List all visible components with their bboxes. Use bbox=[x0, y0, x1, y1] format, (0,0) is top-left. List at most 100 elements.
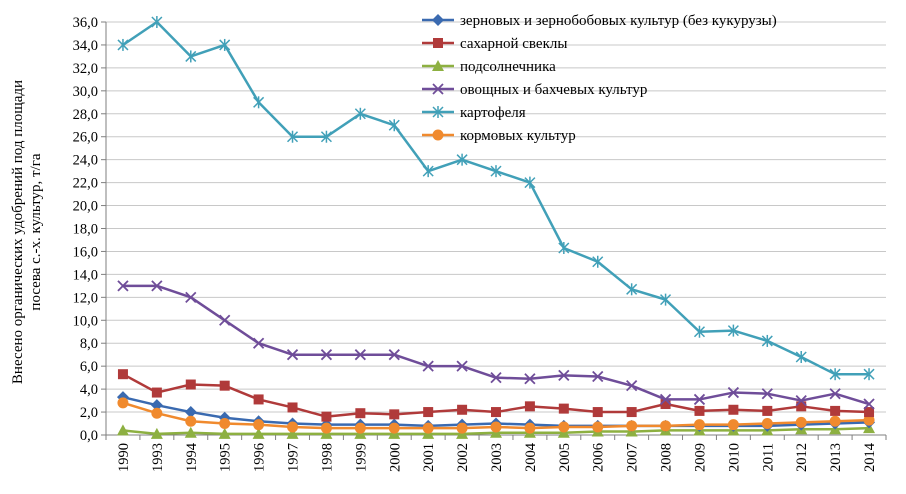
y-axis: 0,0 2,0 4,0 6,0 8,0 10,0 12,0 14,0 16,0 18,0 20,0 2… bbox=[73, 15, 107, 444]
data-point bbox=[287, 421, 299, 433]
x-tick-label: 1994 bbox=[184, 442, 200, 472]
legend-item-1: сахарной свеклы bbox=[422, 36, 567, 52]
y-tick-label: 30,0 bbox=[73, 84, 98, 100]
x-tick-label: 1999 bbox=[353, 443, 369, 472]
data-point bbox=[388, 422, 400, 434]
series-line bbox=[122, 284, 870, 406]
y-tick-label: 24,0 bbox=[73, 153, 98, 169]
data-point bbox=[151, 407, 163, 419]
data-point bbox=[117, 280, 129, 292]
data-point bbox=[253, 394, 264, 405]
data-point bbox=[286, 349, 299, 361]
data-point bbox=[727, 386, 740, 399]
data-point bbox=[524, 176, 536, 189]
data-point bbox=[626, 407, 637, 418]
data-point bbox=[151, 16, 163, 28]
data-point bbox=[795, 350, 807, 363]
series-1 bbox=[117, 369, 875, 422]
x-tick-label: 2014 bbox=[862, 442, 878, 472]
data-point bbox=[320, 349, 333, 361]
data-point bbox=[286, 427, 299, 439]
data-point bbox=[388, 119, 400, 132]
series-4 bbox=[117, 16, 875, 381]
legend-marker bbox=[432, 14, 444, 26]
data-point bbox=[558, 403, 569, 414]
data-point bbox=[727, 324, 739, 337]
data-point bbox=[558, 421, 570, 433]
x-tick-label: 1993 bbox=[150, 443, 166, 472]
legend-label: картофеля bbox=[460, 105, 526, 121]
y-tick-label: 32,0 bbox=[73, 61, 98, 77]
x-tick-label: 2007 bbox=[625, 443, 641, 472]
marker-stroke bbox=[592, 370, 604, 383]
legend-marker bbox=[432, 129, 444, 141]
marker-stroke bbox=[524, 373, 536, 385]
legend-label: кормовых культур bbox=[460, 128, 576, 144]
marker-stroke bbox=[151, 280, 163, 292]
data-point bbox=[151, 280, 163, 292]
data-point bbox=[185, 50, 197, 63]
data-point bbox=[864, 407, 875, 418]
x-tick-label: 2009 bbox=[692, 443, 708, 472]
data-point bbox=[219, 418, 231, 430]
data-point bbox=[829, 415, 841, 427]
data-point bbox=[151, 387, 162, 398]
data-point bbox=[253, 96, 265, 109]
data-point bbox=[320, 422, 332, 434]
data-point bbox=[795, 416, 807, 428]
marker-stroke bbox=[490, 372, 502, 384]
y-tick-label: 8,0 bbox=[80, 336, 98, 352]
x-tick-label: 2013 bbox=[828, 443, 844, 472]
x-tick-label: 2012 bbox=[794, 443, 810, 472]
series-group bbox=[116, 16, 876, 439]
gridlines bbox=[106, 21, 886, 436]
data-point bbox=[761, 388, 773, 400]
marker-stroke bbox=[626, 380, 638, 392]
marker-stroke bbox=[761, 388, 773, 400]
marker-stroke bbox=[117, 280, 129, 292]
data-point bbox=[830, 405, 841, 416]
data-point bbox=[863, 368, 875, 381]
y-tick-label: 20,0 bbox=[73, 199, 98, 215]
x-tick-label: 1990 bbox=[116, 443, 132, 472]
x-tick-label: 2004 bbox=[523, 442, 539, 472]
y-axis-label-line-1: Внесено органических удобрений под площа… bbox=[10, 80, 26, 384]
data-point bbox=[626, 283, 638, 296]
y-tick-label: 2,0 bbox=[80, 405, 98, 421]
data-point bbox=[388, 349, 400, 361]
data-point bbox=[354, 422, 366, 434]
x-tick-label: 2001 bbox=[421, 443, 437, 472]
data-point bbox=[524, 401, 535, 412]
marker-stroke bbox=[219, 314, 231, 326]
legend-label: овощных и бахчевых культур bbox=[460, 82, 647, 98]
data-point bbox=[660, 420, 672, 432]
data-point bbox=[117, 369, 128, 380]
marker-stroke bbox=[252, 337, 265, 349]
x-axis: 1990 1993 1994 1995 1996 1997 1998 1999 2000 2001… bbox=[105, 434, 887, 472]
marker-stroke bbox=[795, 394, 807, 407]
data-point bbox=[829, 388, 841, 400]
data-point bbox=[184, 426, 197, 438]
data-point bbox=[558, 369, 570, 381]
data-point bbox=[660, 399, 671, 410]
data-point bbox=[795, 394, 807, 407]
x-tick-label: 2000 bbox=[387, 443, 403, 472]
data-point bbox=[456, 153, 468, 166]
legend-item-0: зерновых и зернобобовых культур (без кук… bbox=[422, 13, 777, 29]
data-point bbox=[626, 420, 638, 432]
data-point bbox=[185, 415, 197, 427]
x-tick-label: 1998 bbox=[319, 443, 335, 472]
legend-label: сахарной свеклы bbox=[460, 36, 567, 52]
x-tick-label: 1997 bbox=[286, 443, 302, 472]
x-tick-label: 2011 bbox=[760, 443, 776, 471]
data-point bbox=[287, 402, 298, 413]
marker-stroke bbox=[388, 349, 400, 361]
y-tick-label: 16,0 bbox=[73, 244, 98, 260]
data-point bbox=[218, 427, 231, 439]
data-point bbox=[422, 422, 434, 434]
data-point bbox=[490, 165, 502, 178]
data-point bbox=[863, 398, 875, 410]
data-point bbox=[423, 407, 434, 418]
data-point bbox=[422, 360, 434, 372]
data-point bbox=[219, 314, 231, 326]
